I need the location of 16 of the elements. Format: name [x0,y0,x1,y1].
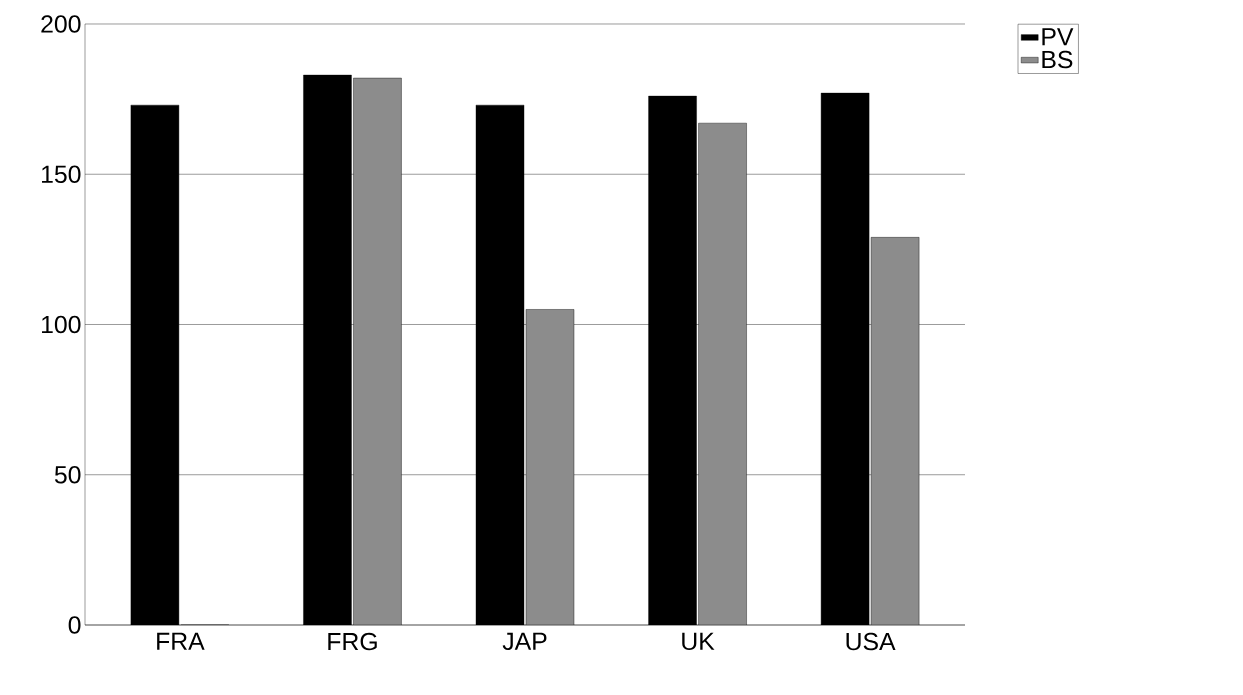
legend-label: BS [1042,50,1073,69]
x-tick-label: FRG [328,632,377,651]
y-tick-label: 50 [54,465,81,484]
bar [353,77,402,625]
legend-label: PV [1042,28,1074,46]
y-tick-label: 150 [42,165,81,184]
y-tick-label: 100 [42,315,81,334]
bar [698,122,747,625]
x-tick-label: JAP [502,632,547,651]
x-tick-label: USA [846,632,896,651]
bar [525,309,575,625]
x-tick-label: FRA [157,632,205,650]
x-tick-label: UK [682,632,715,651]
bar [870,237,920,625]
y-tick-label: 0 [68,616,81,634]
y-tick-label: 200 [41,15,81,33]
